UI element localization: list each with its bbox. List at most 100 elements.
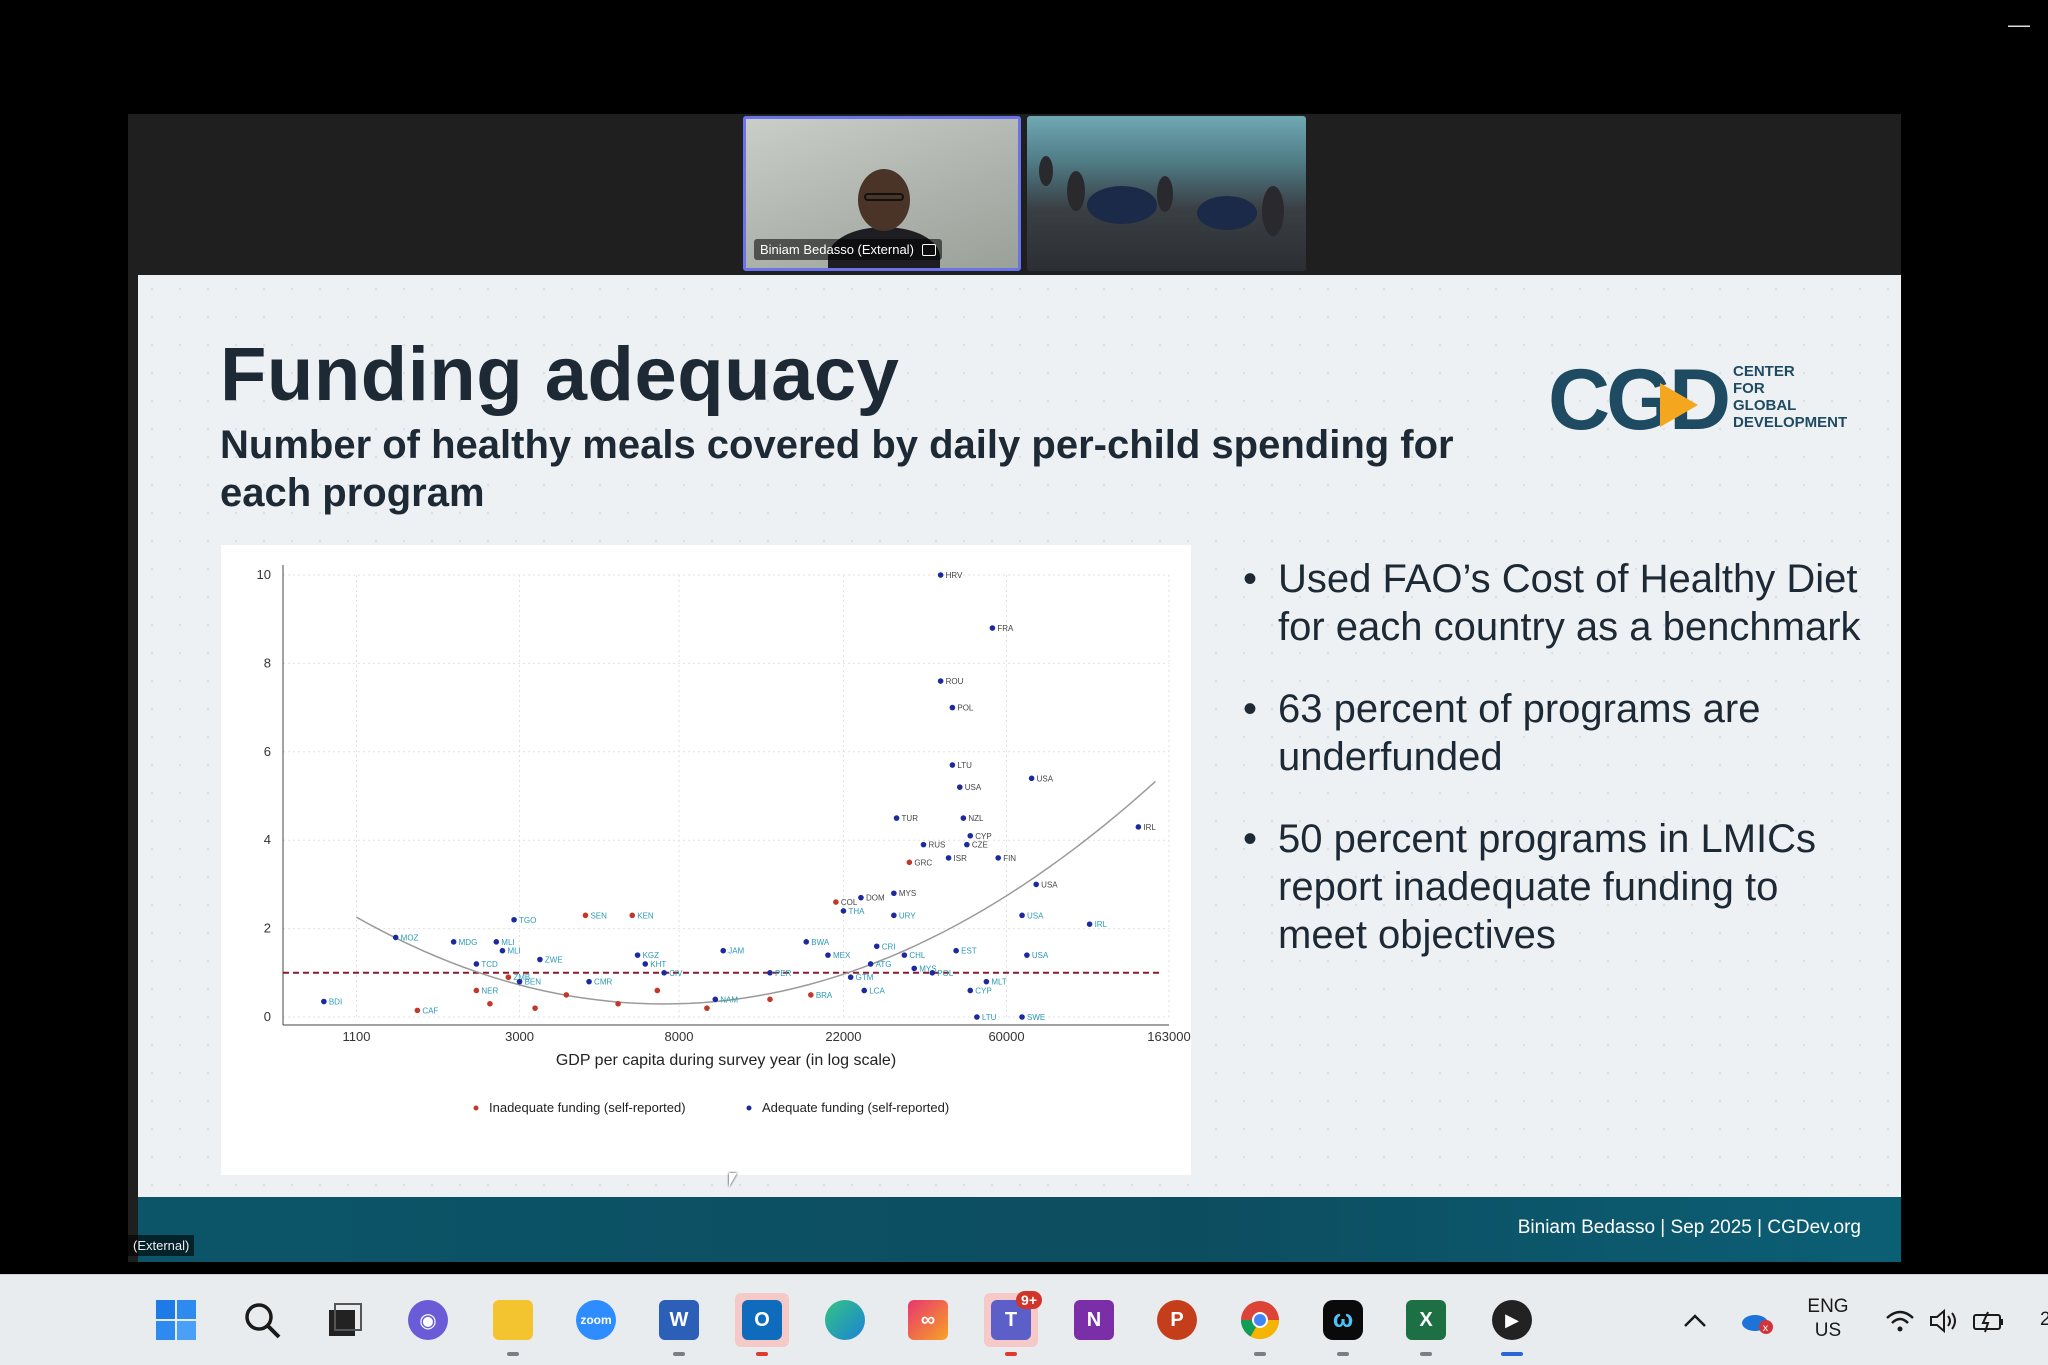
svg-text:x: x xyxy=(1763,1323,1769,1334)
running-indicator xyxy=(1501,1352,1523,1356)
adequate-point xyxy=(891,912,897,919)
windows-logo-icon xyxy=(156,1300,196,1340)
adequate-point xyxy=(392,934,399,941)
point-label: NAM xyxy=(720,995,738,1004)
point-label: MLI xyxy=(507,947,520,956)
start-button[interactable] xyxy=(149,1293,203,1347)
creative-cloud-button[interactable]: ∞ xyxy=(901,1293,955,1347)
battery-button[interactable] xyxy=(1972,1275,2006,1365)
chat-icon: ◉ xyxy=(408,1300,448,1340)
logo-arrow-icon xyxy=(1660,383,1698,427)
bullet-item: 63 percent of programs are underfunded xyxy=(1243,685,1863,781)
play-icon: ▶ xyxy=(1492,1300,1532,1340)
word-button[interactable]: W xyxy=(652,1293,706,1356)
outlook-button[interactable]: O xyxy=(735,1293,789,1356)
battery-charging-icon xyxy=(1973,1311,2003,1332)
minimize-button[interactable]: — xyxy=(2008,12,2030,37)
adequate-point xyxy=(920,841,927,848)
legend-marker-inadequate xyxy=(473,1105,479,1111)
onenote-button[interactable]: N xyxy=(1067,1293,1121,1347)
task-view-button[interactable] xyxy=(318,1293,372,1347)
speaker-video-tile[interactable]: Biniam Bedasso (External) xyxy=(743,116,1021,271)
creative-cloud-icon: ∞ xyxy=(908,1300,948,1340)
inadequate-point xyxy=(563,992,570,998)
logo-line: FOR xyxy=(1733,380,1765,397)
task-view-icon xyxy=(329,1303,362,1336)
x-tick-label: 1100 xyxy=(342,1029,370,1044)
y-tick-label: 2 xyxy=(264,921,271,936)
adequate-point xyxy=(858,894,864,901)
inadequate-point xyxy=(704,1005,710,1011)
webex-button[interactable]: ω xyxy=(1316,1293,1370,1356)
point-label: LCA xyxy=(869,986,885,995)
running-indicator xyxy=(756,1352,768,1356)
clock[interactable]: 2 xyxy=(2040,1309,2048,1330)
adequate-point xyxy=(1033,881,1039,888)
tray-overflow-button[interactable] xyxy=(1682,1275,1708,1365)
legend-label-inadequate: Inadequate funding (self-reported) xyxy=(489,1100,686,1115)
wifi-button[interactable] xyxy=(1884,1275,1916,1365)
adequate-point xyxy=(974,1014,980,1020)
inadequate-point xyxy=(615,1000,621,1007)
adequate-point xyxy=(937,572,944,578)
running-indicator xyxy=(1420,1352,1432,1356)
point-label: BRA xyxy=(816,991,833,1000)
adequate-point xyxy=(964,841,970,848)
adequate-point xyxy=(937,678,944,684)
edge-button[interactable] xyxy=(818,1293,872,1347)
media-player-button[interactable]: ▶ xyxy=(1485,1293,1539,1356)
point-label: GRC xyxy=(914,858,932,867)
room-person xyxy=(1067,171,1085,211)
room-video-tile[interactable] xyxy=(1027,116,1306,271)
file-explorer-button[interactable] xyxy=(486,1293,540,1356)
inadequate-point xyxy=(487,1000,493,1007)
point-label: MDG xyxy=(459,938,478,947)
search-button[interactable] xyxy=(235,1293,289,1347)
adequate-point xyxy=(949,762,956,768)
point-label: CHL xyxy=(909,951,926,960)
language-indicator[interactable]: ENG US xyxy=(1800,1295,1856,1343)
chrome-button[interactable] xyxy=(1233,1293,1287,1356)
point-label: USA xyxy=(1041,880,1058,889)
logo-line: DEVELOPMENT xyxy=(1733,414,1848,431)
speaker-glasses xyxy=(864,193,904,201)
onedrive-button[interactable]: x xyxy=(1740,1275,1776,1365)
point-label: COL xyxy=(841,898,858,907)
point-label: FIN xyxy=(1003,854,1016,863)
x-tick-label: 3000 xyxy=(505,1029,534,1044)
point-label: BDI xyxy=(329,998,342,1007)
powerpoint-button[interactable]: P xyxy=(1150,1293,1204,1347)
inadequate-point xyxy=(414,1007,421,1014)
inadequate-point xyxy=(582,912,589,919)
onenote-icon: N xyxy=(1074,1300,1114,1340)
excel-button[interactable]: X xyxy=(1399,1293,1453,1356)
webex-icon: ω xyxy=(1323,1300,1363,1340)
adequate-point xyxy=(634,952,641,958)
point-label: USA xyxy=(965,783,982,792)
chart-panel: 1100 3000 8000 22000 60000 163000 0 2 4 6 8 10 CAF NE… xyxy=(221,545,1191,1175)
adequate-point xyxy=(893,815,900,821)
adequate-point xyxy=(712,996,719,1003)
point-label: SEN xyxy=(590,911,607,920)
x-tick-label: 163000 xyxy=(1147,1029,1190,1044)
speaker-name-label: Biniam Bedasso (External) xyxy=(754,239,942,260)
word-icon: W xyxy=(659,1300,699,1340)
adequate-point xyxy=(847,974,854,981)
screen-share-icon xyxy=(921,243,936,256)
inadequate-point xyxy=(654,987,661,994)
y-tick-label: 4 xyxy=(264,832,271,847)
point-label: THA xyxy=(848,907,865,916)
chat-button[interactable]: ◉ xyxy=(401,1293,455,1347)
zoom-button[interactable]: zoom xyxy=(569,1293,623,1347)
point-label: CRI xyxy=(882,942,896,951)
teams-button[interactable]: T 9+ xyxy=(984,1291,1042,1356)
volume-button[interactable] xyxy=(1928,1275,1960,1365)
point-label: MEX xyxy=(833,951,851,960)
point-label: GTM xyxy=(856,973,874,982)
running-indicator xyxy=(673,1352,685,1356)
adequate-point xyxy=(956,784,963,790)
point-label: KGZ xyxy=(643,951,660,960)
adequate-point xyxy=(953,947,959,954)
external-tag: (External) xyxy=(128,1235,195,1256)
running-indicator xyxy=(1337,1352,1349,1356)
